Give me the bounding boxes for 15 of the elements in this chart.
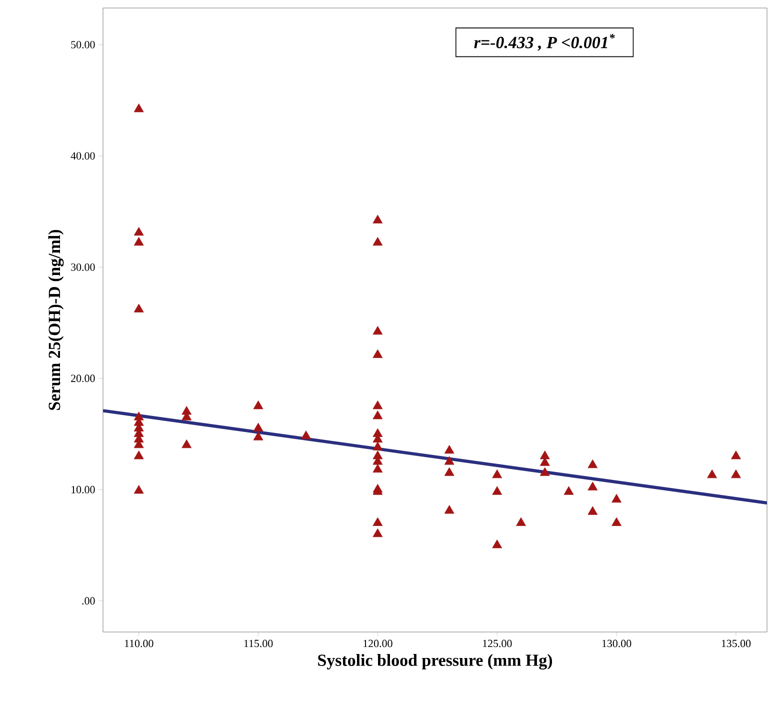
y-axis-title: Serum 25(OH)-D (ng/ml) — [48, 230, 64, 410]
y-tick-label: .00 — [82, 597, 95, 605]
x-tick-label: 135.00 — [722, 640, 751, 648]
y-tick-label: 50.00 — [71, 40, 95, 48]
x-axis-title: Systolic blood pressure (mm Hg) — [318, 654, 552, 670]
x-tick-label: 130.00 — [602, 640, 632, 648]
x-tick-label: 120.00 — [364, 640, 392, 648]
y-tick-label: 30.00 — [71, 263, 95, 271]
x-tick-label: 115.00 — [244, 640, 273, 648]
annotation: r=-0.433 , P <0.001$^{*}$ — [474, 34, 615, 51]
y-tick-label: 20.00 — [71, 374, 95, 382]
x-tick-label: 125.00 — [483, 640, 512, 648]
y-tick-label: 40.00 — [70, 152, 95, 160]
x-tick-label: 110.00 — [124, 640, 154, 648]
y-tick-label: 10.00 — [72, 486, 95, 494]
